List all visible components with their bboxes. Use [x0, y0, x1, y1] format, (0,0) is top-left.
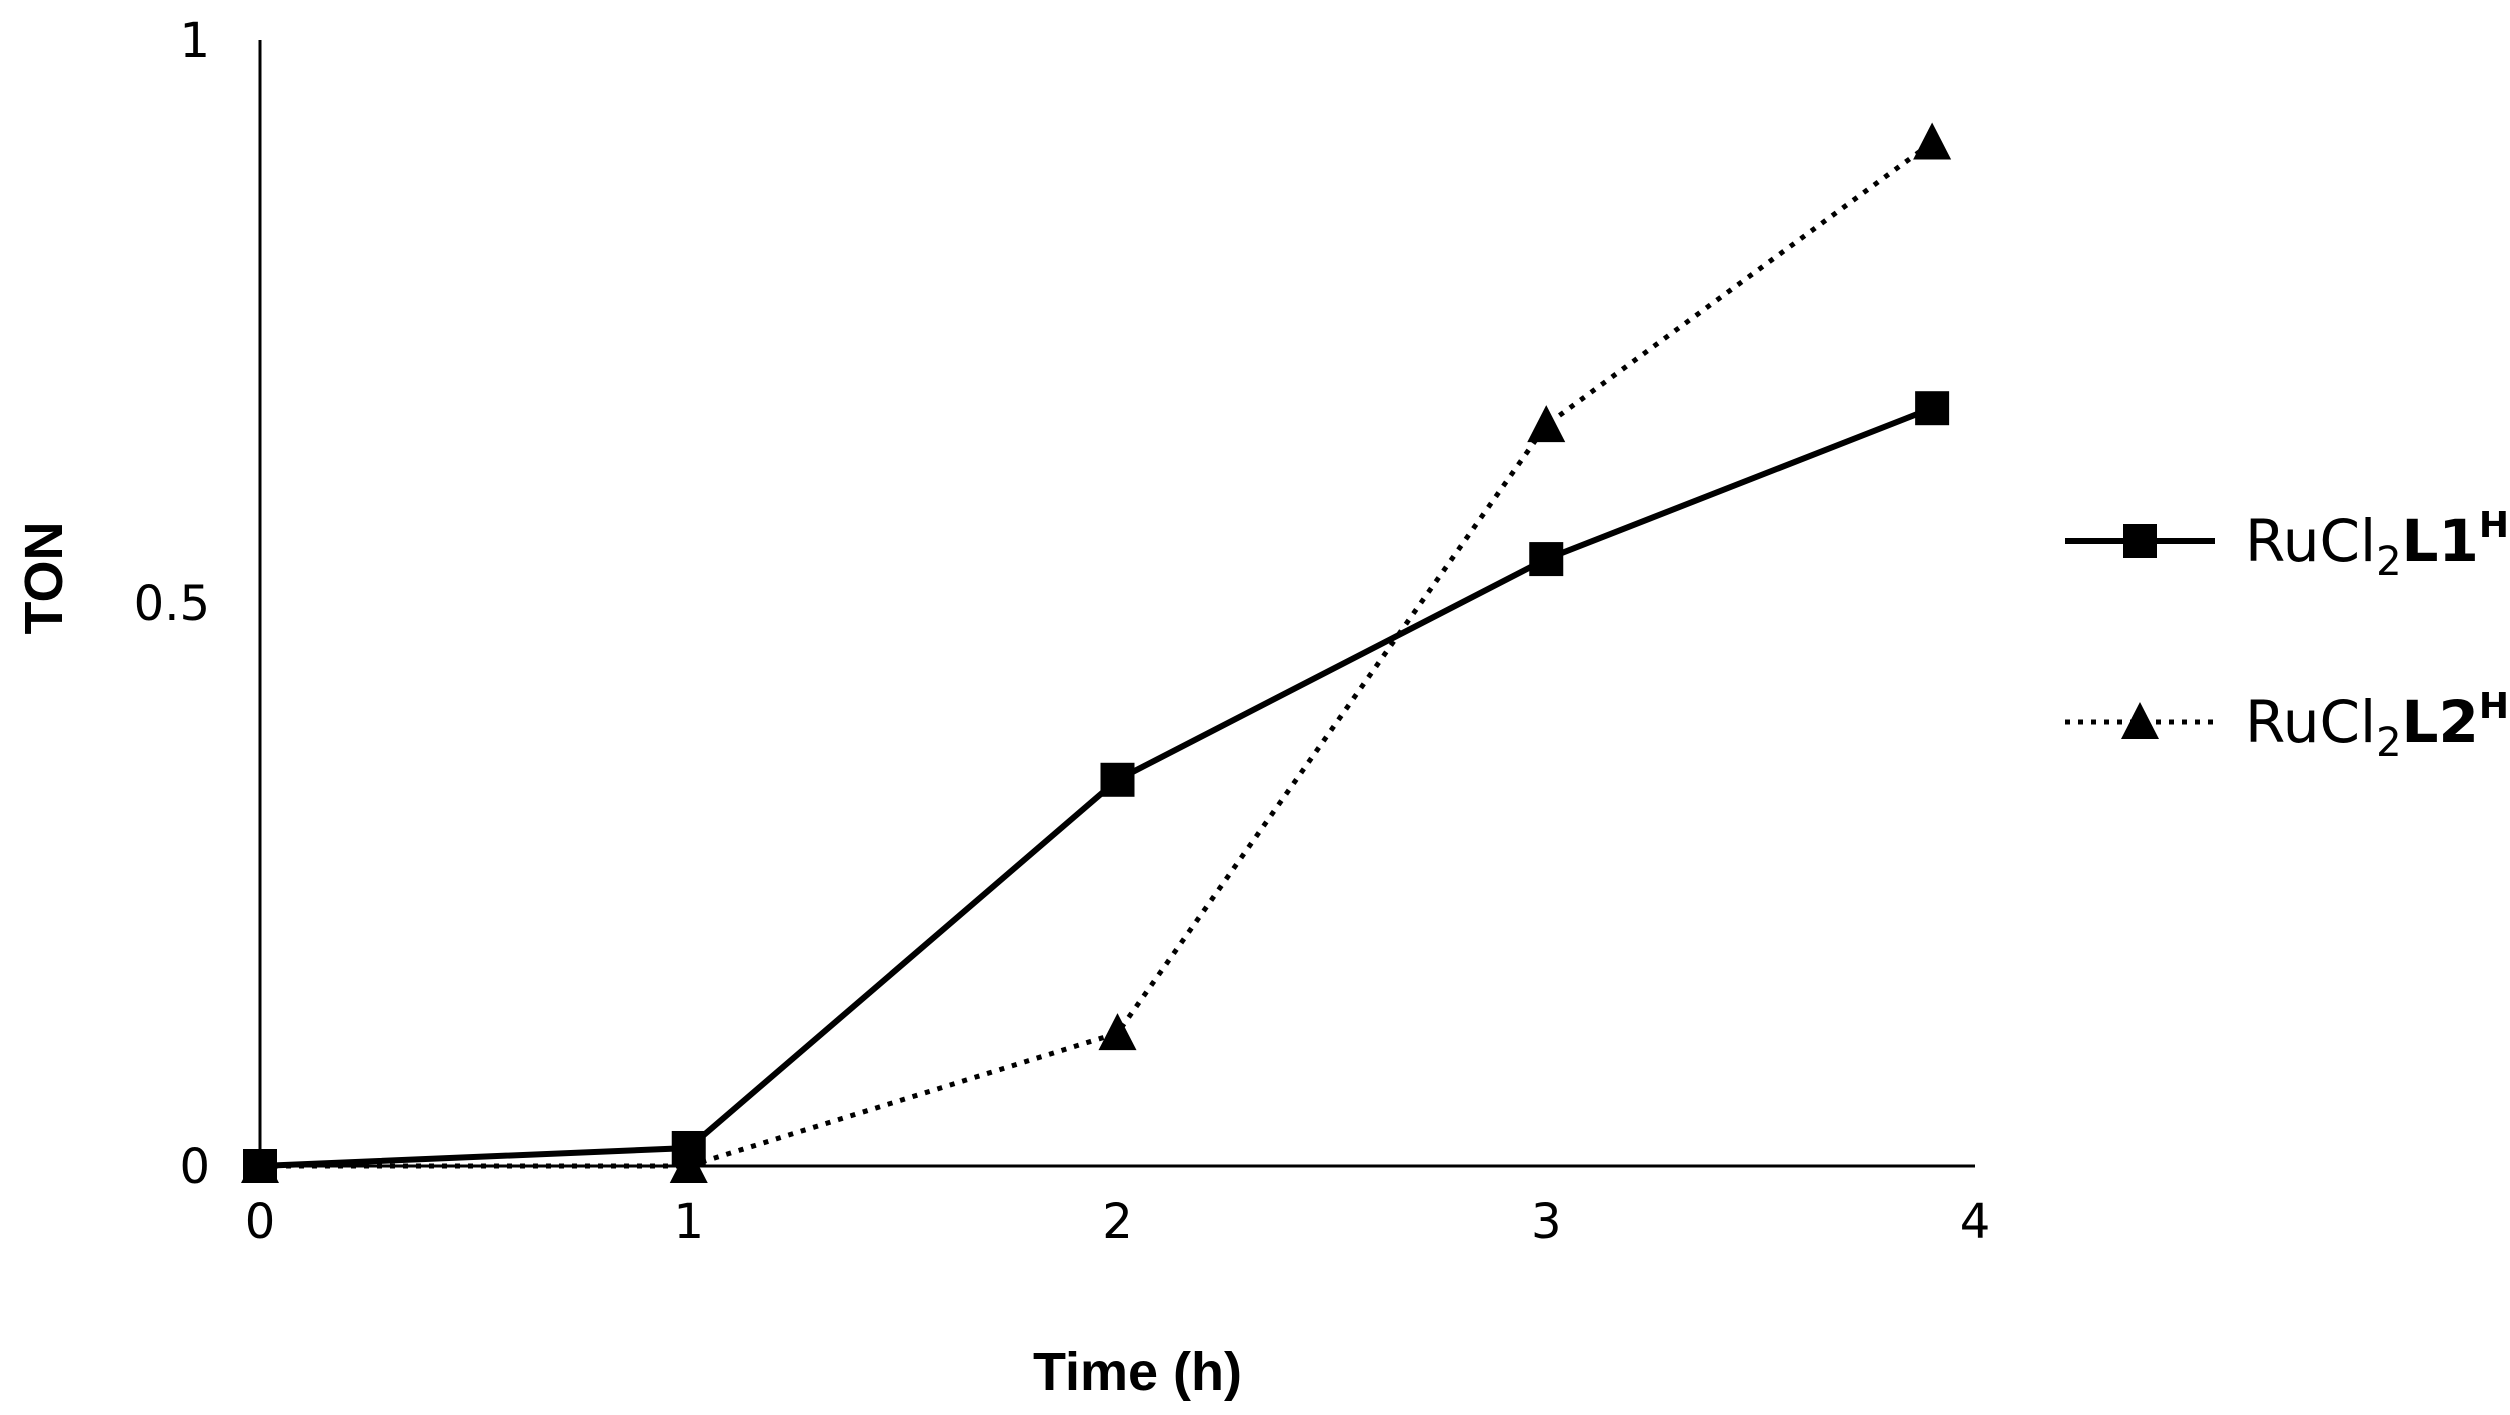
legend-label: RuCl2L2H	[2245, 686, 2509, 766]
legend-label-sub: 2	[2376, 720, 2401, 766]
y-tick-label: 1	[179, 13, 210, 69]
x-tick-labels: 0 1 2 3 4	[245, 1194, 1991, 1250]
legend-label-bold: L1	[2402, 507, 2479, 575]
data-point	[1098, 1013, 1137, 1051]
series-line	[260, 140, 1934, 1169]
legend-marker	[2123, 524, 2157, 558]
legend-label: RuCl2L1H	[2245, 505, 2509, 585]
x-tick-label: 2	[1102, 1194, 1133, 1250]
legend-label-sub: 2	[2376, 539, 2401, 585]
data-point	[671, 1130, 706, 1165]
data-point	[1915, 391, 1950, 426]
data-point	[1100, 762, 1135, 797]
data-point	[1913, 122, 1952, 160]
x-tick-label: 1	[673, 1194, 704, 1250]
y-tick-labels: 00.51	[134, 13, 210, 1195]
legend-item: RuCl2L2H	[2065, 686, 2509, 766]
x-axis-title: Time (h)	[1033, 1342, 1242, 1402]
y-axis-title: TON	[14, 521, 74, 634]
series-2	[241, 122, 1952, 1183]
legend-label-sup: H	[2479, 505, 2509, 546]
series-1	[243, 391, 1950, 1183]
legend-label-base: RuCl	[2245, 688, 2376, 756]
x-tick-label: 4	[1960, 1194, 1991, 1250]
series-line	[259, 405, 1934, 1169]
legend-marker	[2121, 702, 2159, 739]
data-point	[243, 1149, 277, 1183]
legend-label-sup: H	[2479, 686, 2509, 727]
data-point	[1527, 405, 1566, 443]
x-tick-label: 3	[1531, 1194, 1562, 1250]
legend-item: RuCl2L1H	[2065, 505, 2509, 585]
legend-label-bold: L2	[2402, 688, 2479, 756]
y-tick-label: 0.5	[134, 576, 210, 632]
x-tick-label: 0	[245, 1194, 276, 1250]
series-layer	[241, 122, 1952, 1183]
y-tick-label: 0	[179, 1139, 210, 1195]
data-point	[1529, 542, 1564, 577]
legend-label-base: RuCl	[2245, 507, 2376, 575]
